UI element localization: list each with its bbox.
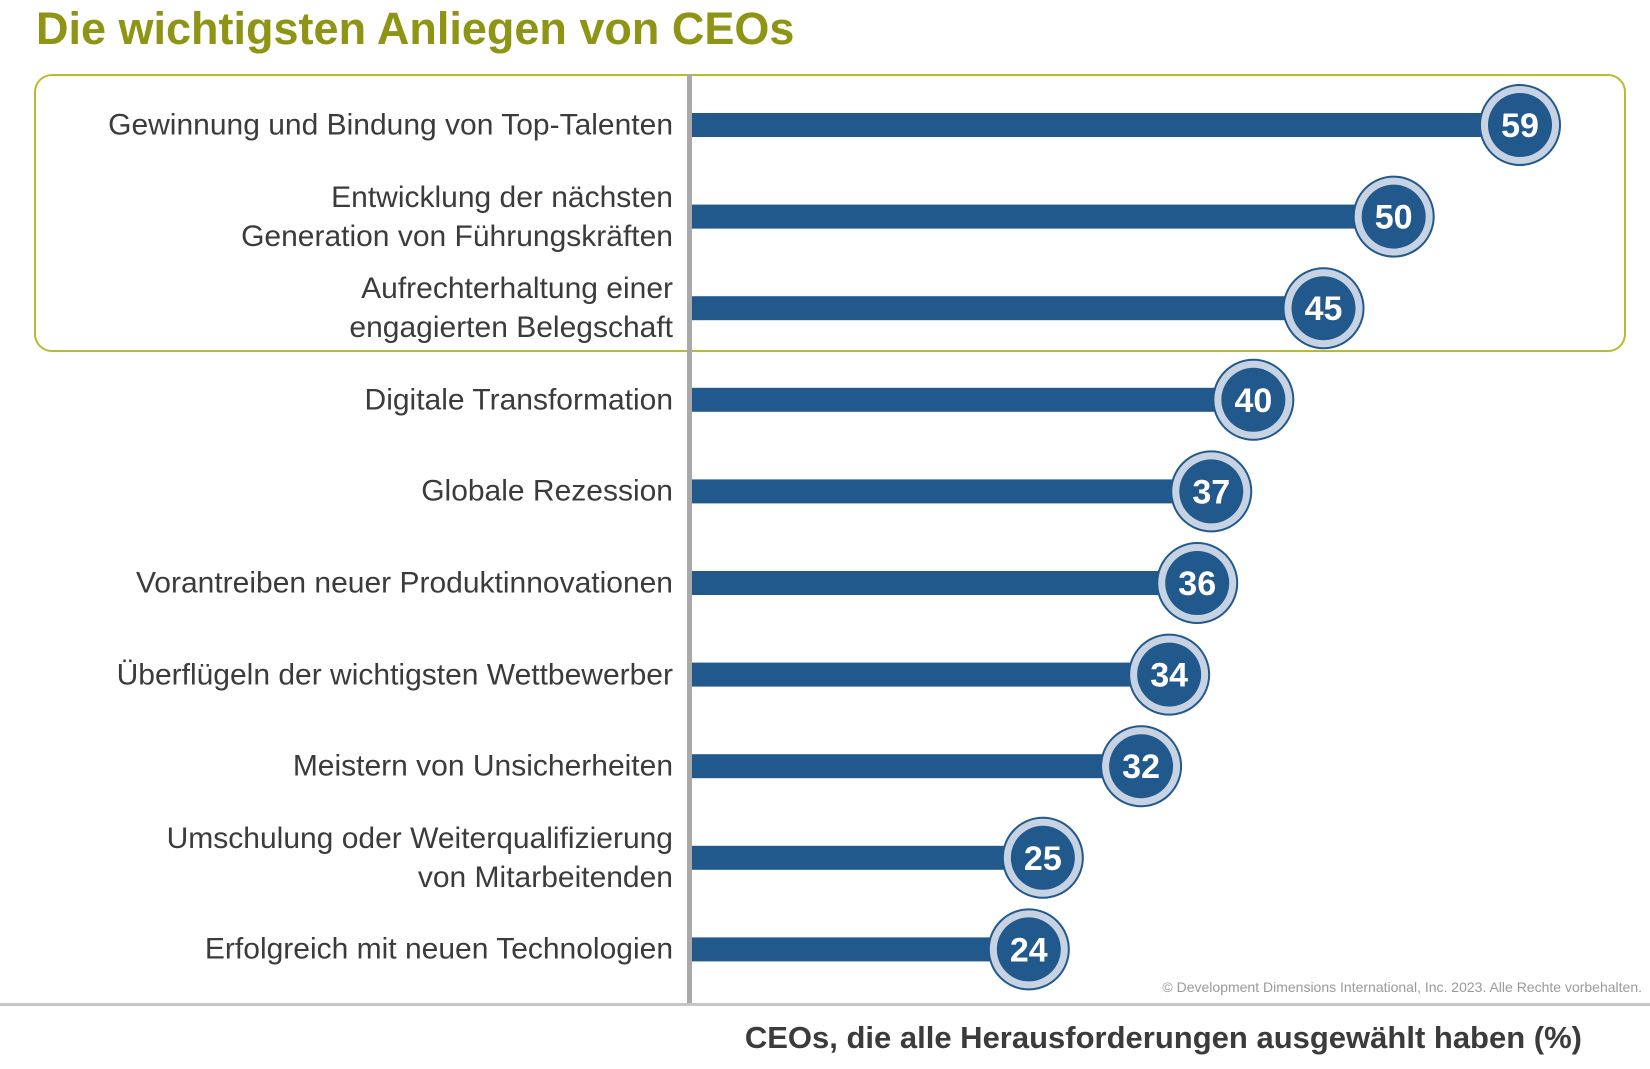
data-label-1: 59: [1501, 107, 1539, 145]
data-label-3: 45: [1305, 290, 1343, 328]
bar-4: [692, 387, 1254, 412]
category-label-line: Globale Rezession: [421, 474, 673, 508]
data-label-10: 24: [1010, 931, 1048, 969]
category-label-3: Aufrechterhaltung einer engagierten Beleg…: [0, 269, 673, 347]
category-label-line: Aufrechterhaltung einer: [361, 272, 673, 306]
category-axis-line: [687, 74, 692, 1003]
value-bubble-7: [1137, 642, 1202, 707]
value-bubble-2: [1361, 184, 1426, 249]
category-label-line: von Mitarbeitenden: [417, 860, 673, 894]
bar-8: [692, 754, 1142, 779]
value-bubble-5: [1179, 459, 1244, 524]
bar-9: [692, 845, 1043, 870]
value-bubble-6: [1165, 551, 1230, 615]
category-label-5: Globale Rezession: [0, 472, 673, 511]
category-label-2: Entwicklung der nächsten Generation von F…: [0, 178, 673, 256]
category-label-line: Überflügeln der wichtigsten Wettbewerber: [116, 658, 673, 692]
data-label-5: 37: [1192, 473, 1230, 511]
chart-title: Die wichtigsten Anliegen von CEOs: [36, 3, 795, 54]
category-label-line: Entwicklung der nächsten: [331, 180, 673, 214]
data-label-7: 34: [1150, 657, 1188, 695]
value-bubble-3: [1291, 276, 1356, 341]
data-label-9: 25: [1024, 840, 1062, 878]
value-bubble-8: [1109, 734, 1174, 799]
bar-3: [692, 296, 1324, 321]
bar-2: [692, 204, 1394, 229]
value-bubble-9: [1010, 825, 1075, 890]
bar-1: [692, 113, 1520, 137]
category-label-line: Umschulung oder Weiterqualifizierung: [166, 821, 673, 855]
data-label-8: 32: [1122, 748, 1160, 786]
category-label-7: Überflügeln der wichtigsten Wettbewerber: [0, 655, 673, 694]
chart-baseline: [0, 1003, 1650, 1006]
value-bubble-4: [1221, 367, 1286, 432]
category-label-line: Meistern von Unsicherheiten: [292, 749, 673, 783]
value-bubble-1: [1488, 93, 1552, 157]
data-label-2: 50: [1375, 199, 1413, 237]
category-label-1: Gewinnung und Bindung von Top-Talenten: [0, 106, 673, 145]
category-label-line: Erfolgreich mit neuen Technologien: [204, 932, 673, 966]
category-label-line: Digitale Transformation: [364, 383, 673, 417]
copyright-footnote: © Development Dimensions International, …: [1162, 979, 1642, 995]
bar-6: [692, 571, 1198, 595]
data-label-6: 36: [1178, 565, 1216, 603]
bar-5: [692, 479, 1212, 504]
category-label-6: Vorantreiben neuer Produktinnovationen: [0, 564, 673, 603]
category-label-8: Meistern von Unsicherheiten: [0, 747, 673, 786]
top-three-highlight-box: [34, 74, 1626, 352]
category-label-10: Erfolgreich mit neuen Technologien: [0, 930, 673, 969]
bar-7: [692, 662, 1170, 687]
x-axis-label: CEOs, die alle Herausforderungen ausgewä…: [744, 1020, 1582, 1055]
category-label-line: Generation von Führungskräften: [241, 219, 673, 253]
category-label-4: Digitale Transformation: [0, 380, 673, 419]
category-label-9: Umschulung oder Weiterqualifizierung von …: [0, 819, 673, 897]
value-bubble-10: [996, 917, 1061, 982]
category-label-line: Vorantreiben neuer Produktinnovationen: [135, 566, 673, 600]
bar-10: [692, 937, 1029, 962]
category-label-line: Gewinnung und Bindung von Top-Talenten: [108, 108, 673, 142]
category-label-line: engagierten Belegschaft: [349, 311, 673, 345]
data-label-4: 40: [1234, 382, 1272, 420]
